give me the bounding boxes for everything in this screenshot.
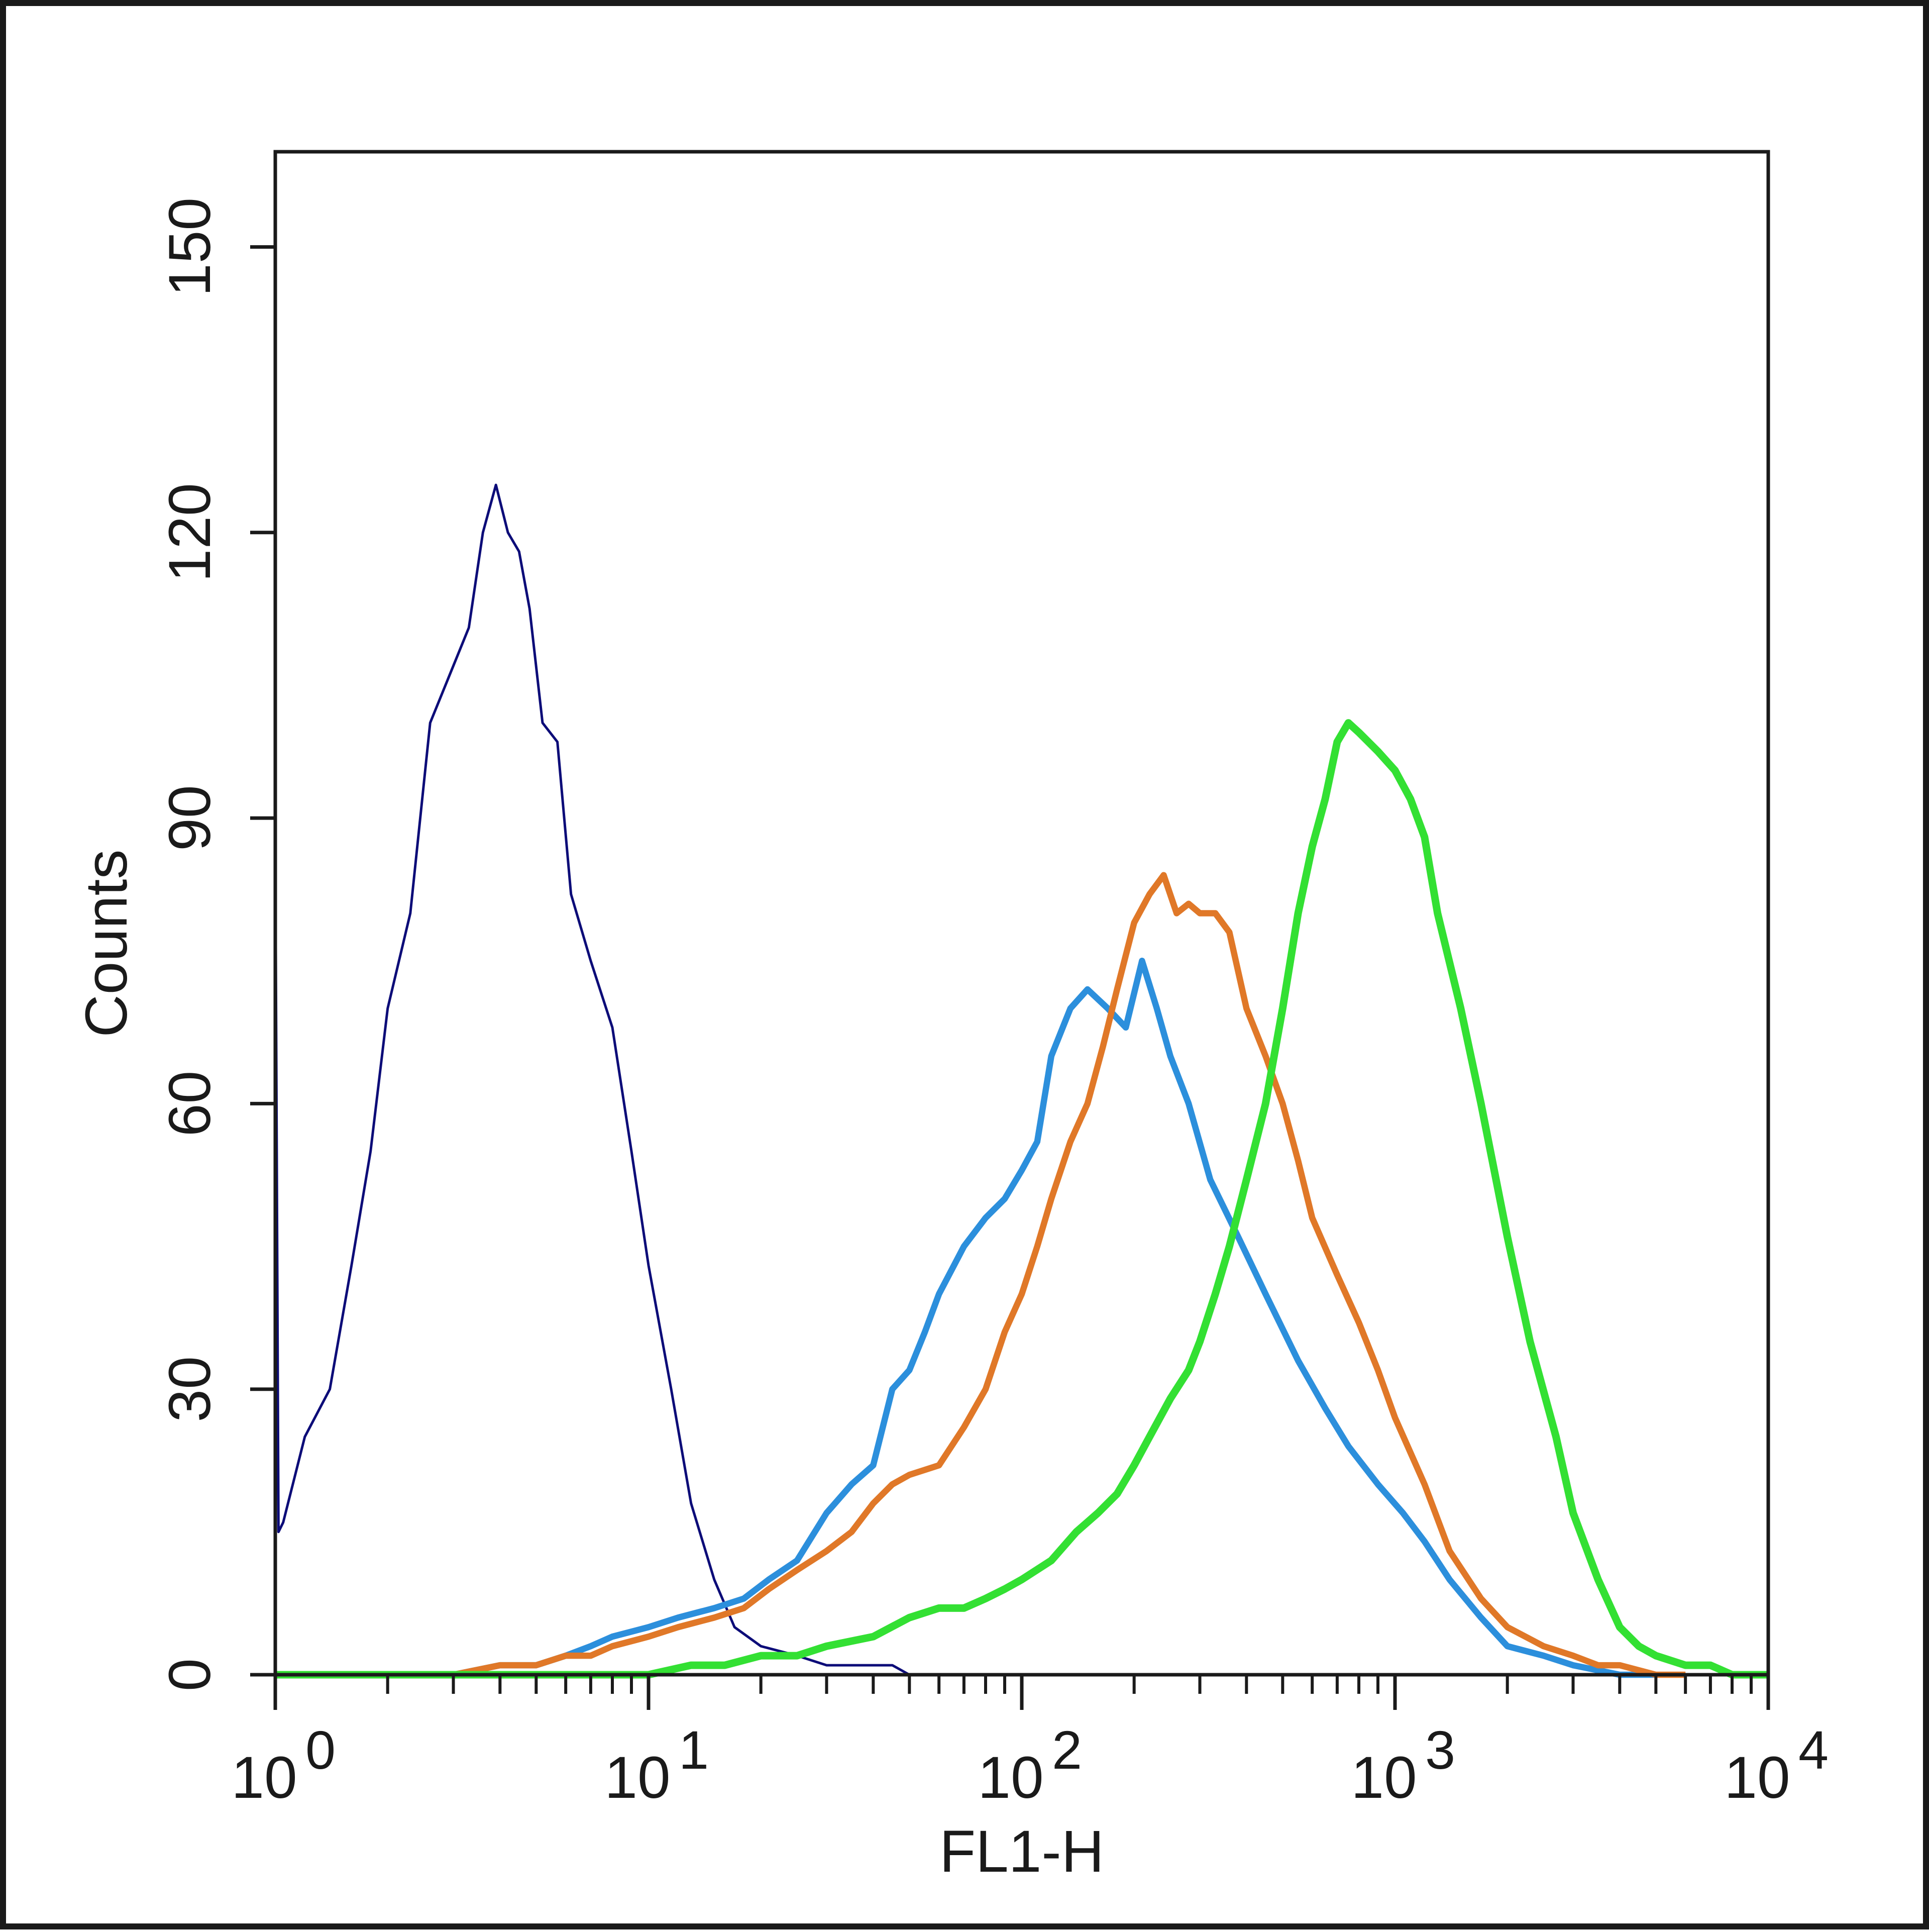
y-axis-title: Counts (73, 850, 140, 1038)
histogram-series-3 (453, 872, 1686, 1678)
x-tick-exponent-1e4: 4 (1798, 1719, 1829, 1780)
y-tick-label-150: 150 (157, 197, 223, 296)
x-tick-label-1e2: 10 (978, 1745, 1043, 1811)
x-tick-label-1e1: 10 (604, 1745, 670, 1811)
y-tick-label-0: 0 (157, 1658, 223, 1691)
histogram-series-2 (275, 957, 1656, 1678)
x-tick-label-1e4: 10 (1724, 1745, 1790, 1811)
x-tick-exponent-1e2: 2 (1052, 1719, 1082, 1780)
x-tick-exponent-1e3: 3 (1425, 1719, 1455, 1780)
x-axis-title: FL1-H (939, 1818, 1104, 1885)
x-tick-exponent-1e1: 1 (679, 1719, 709, 1780)
x-tick-label-1e0: 10 (231, 1745, 297, 1811)
y-tick-label-30: 30 (157, 1356, 223, 1422)
histogram-series-4 (275, 719, 1768, 1679)
y-tick-label-60: 60 (157, 1071, 223, 1137)
y-tick-label-120: 120 (157, 483, 223, 582)
x-tick-label-1e3: 10 (1351, 1745, 1417, 1811)
x-tick-exponent-1e0: 0 (305, 1719, 336, 1780)
y-tick-label-90: 90 (157, 785, 223, 851)
